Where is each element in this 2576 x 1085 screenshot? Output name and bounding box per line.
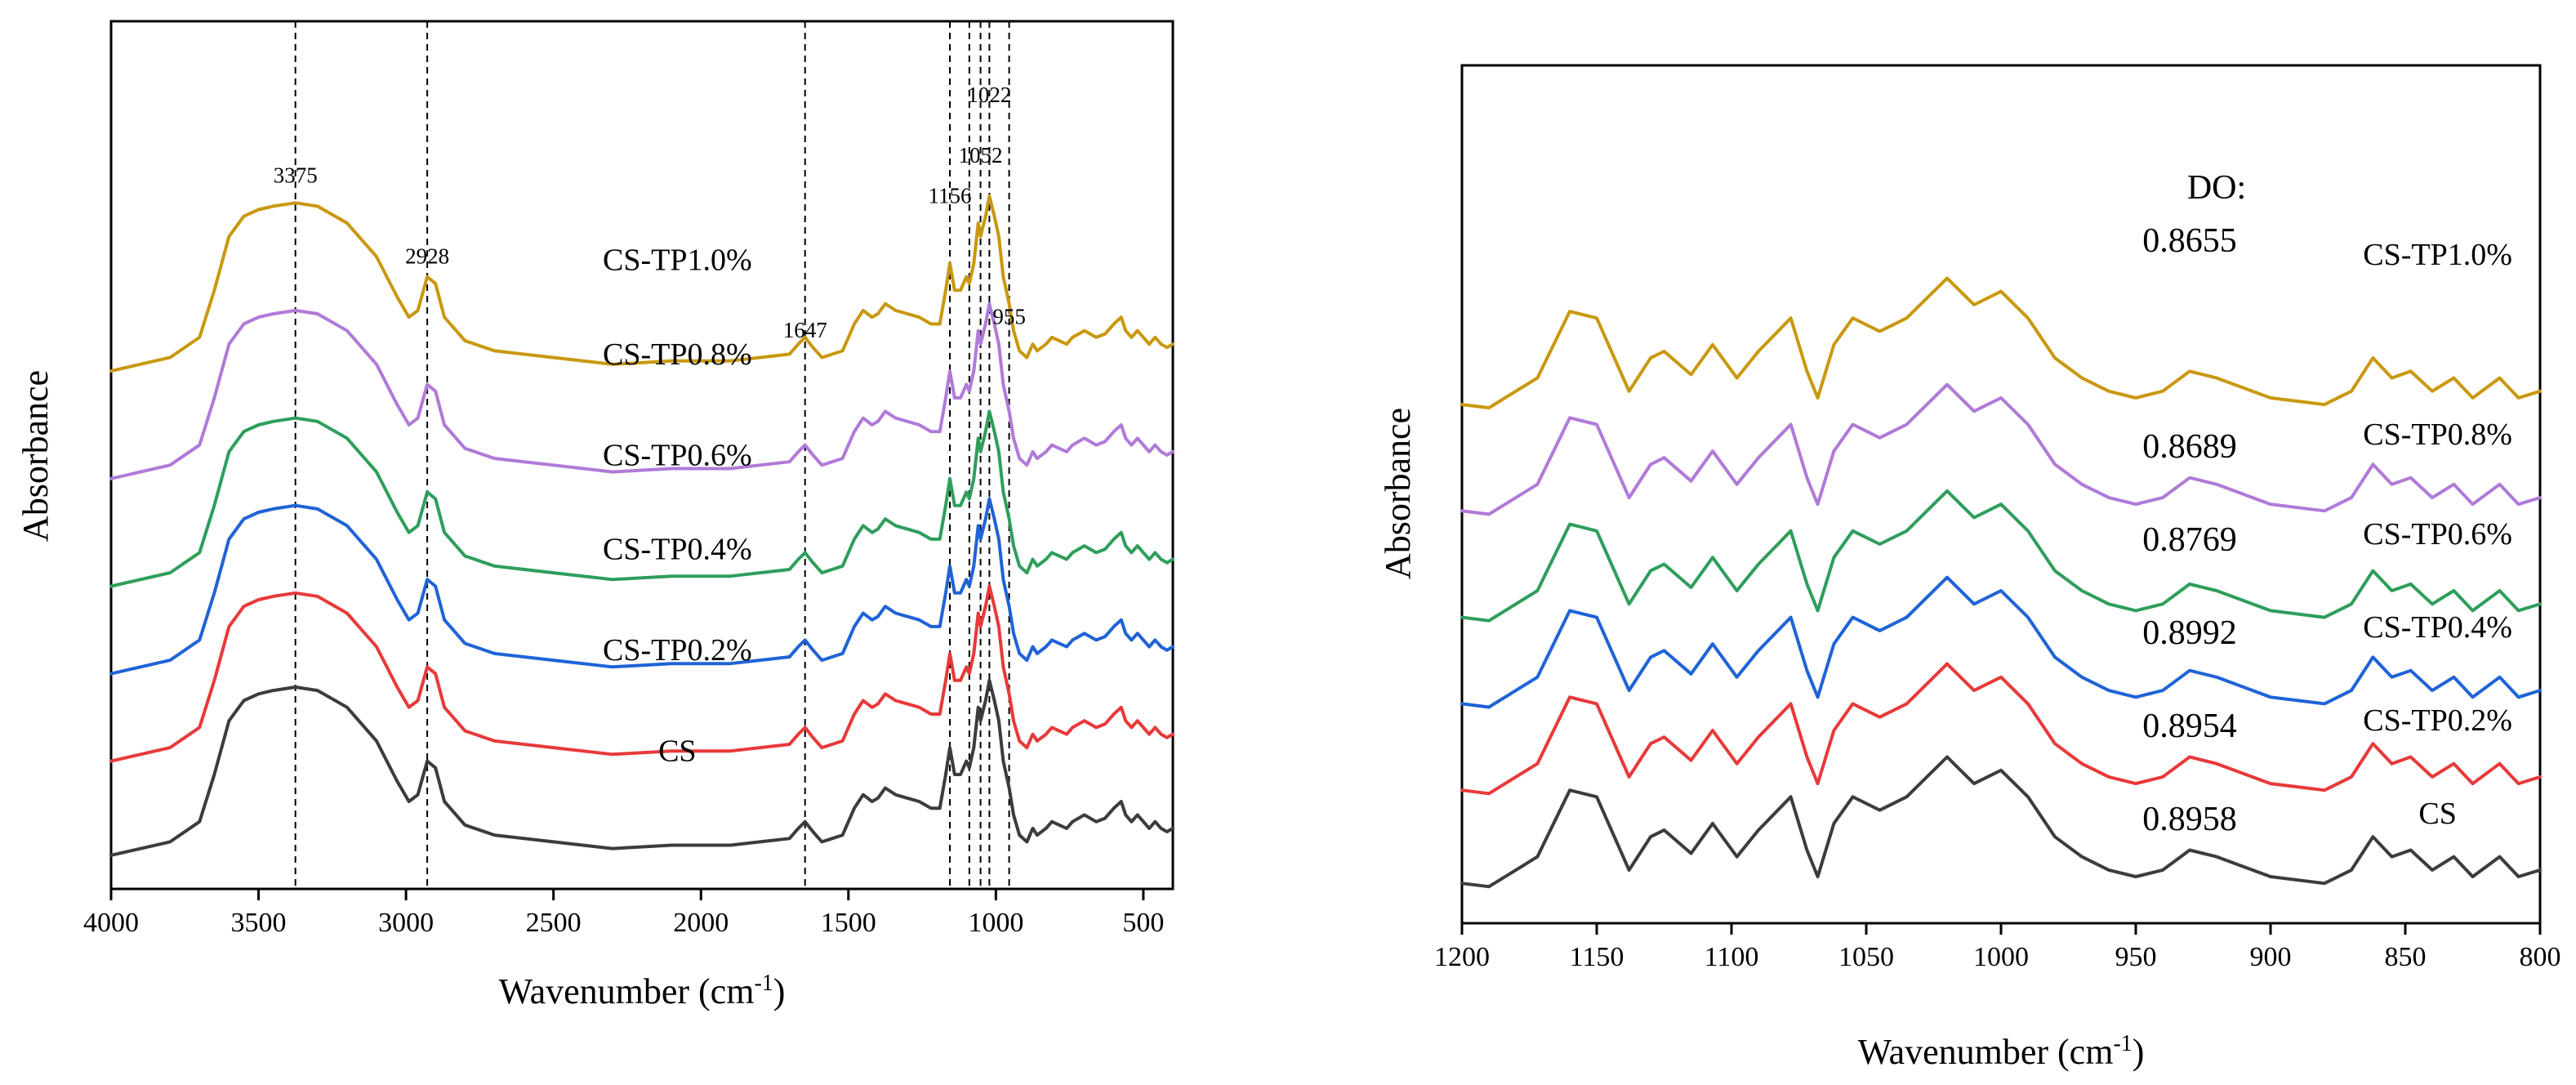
right-x-axis-ticks: 1200 1150 1100 1050 1000 950 900 850 800 [1434,923,2561,972]
left-x-tick-label-1000: 1000 [968,908,1023,938]
left-x-tick-label-1500: 1500 [821,908,876,938]
left-x-tick-label-4000: 4000 [83,908,139,938]
right-do-value-0-8954: 0.8954 [2142,708,2237,745]
right-do-value-0-8689: 0.8689 [2142,428,2237,466]
right-x-axis-title-sup: -1 [2113,1031,2132,1056]
left-series-label-cs-tp0-8: CS-TP0.8% [603,337,752,372]
left-peak-label-1022: 1022 [967,83,1011,107]
left-peak-label-1647: 1647 [783,318,827,342]
right-series-line-cs-tp1-0 [1460,276,2542,410]
right-series-label-cs-tp0-6: CS-TP0.6% [2363,517,2512,551]
right-x-tick-label-1100: 1100 [1705,942,1759,972]
right-x-tick-label-900: 900 [2250,942,2292,972]
left-series-label-cs-tp1-0: CS-TP1.0% [603,243,752,278]
left-x-axis-title: Wavenumber (cm-1) [499,971,786,1011]
right-x-tick-label-1200: 1200 [1434,942,1490,972]
right-y-axis-title: Absorbance [1378,408,1418,579]
left-series-line-cs-tp0-8 [109,301,1174,480]
right-x-tick-label-800: 800 [2520,942,2561,972]
right-x-axis-title-end: ) [2133,1032,2145,1072]
right-do-value-0-8992: 0.8992 [2142,614,2237,652]
left-plot-frame [109,20,1174,891]
left-x-axis-title-end: ) [773,971,786,1011]
left-peak-label-3375: 3375 [274,163,318,188]
right-plot-frame [1460,64,2542,925]
left-chart-panel: 4000 3500 3000 2500 2000 1500 1000 500 3375 2928… [16,20,1174,1011]
left-x-tick-label-500: 500 [1122,908,1164,938]
left-x-tick-label-3000: 3000 [378,908,434,938]
left-x-axis-title-sup: -1 [754,971,773,996]
left-x-tick-label-2000: 2000 [673,908,729,938]
right-series-label-cs-tp0-8: CS-TP0.8% [2363,417,2512,452]
right-series-label-cs-tp0-4: CS-TP0.4% [2363,610,2512,645]
right-series-label-cs: CS [2418,797,2456,831]
right-annotations: CS CS-TP0.2% CS-TP0.4% CS-TP0.6% CS-TP0.8% CS… [2142,169,2512,838]
left-series-line-cs-tp0-2 [109,584,1174,763]
right-x-tick-label-950: 950 [2115,942,2157,972]
left-y-axis-title: Absorbance [16,370,56,542]
right-do-value-0-8769: 0.8769 [2142,521,2237,559]
left-x-axis-ticks: 4000 3500 3000 2500 2000 1500 1000 500 [83,889,1164,938]
left-peak-label-1052: 1052 [959,143,1003,167]
left-series-label-cs-tp0-4: CS-TP0.4% [603,533,752,567]
right-series-line-cs-tp0-4 [1460,575,2542,709]
right-series-label-cs-tp1-0: CS-TP1.0% [2363,238,2512,272]
right-series-line-cs-tp0-2 [1460,662,2542,796]
right-chart-panel: 1200 1150 1100 1050 1000 950 900 850 800 CS CS-TP… [1378,64,2561,1072]
left-annotations: 3375 2928 1647 1156 1052 1022 955 CS CS-TP0.2% CS… [274,83,1026,769]
right-x-axis-title-main: Wavenumber (cm [1858,1032,2114,1072]
right-series-label-cs-tp0-2: CS-TP0.2% [2363,703,2512,738]
right-do-title: DO: [2187,169,2246,207]
left-peak-label-955: 955 [992,304,1026,328]
left-series-label-cs-tp0-6: CS-TP0.6% [603,438,752,472]
left-peak-label-1156: 1156 [929,183,972,208]
left-series-label-cs-tp0-2: CS-TP0.2% [603,633,752,668]
left-series-label-cs: CS [658,734,696,769]
right-x-tick-label-1150: 1150 [1570,942,1624,972]
left-series-group [109,194,1174,857]
left-series-line-cs-tp0-4 [109,497,1174,676]
left-series-line-cs [109,678,1174,857]
right-x-tick-label-850: 850 [2385,942,2427,972]
right-series-line-cs-tp0-6 [1460,489,2542,623]
right-series-line-cs [1460,755,2542,889]
left-series-line-cs-tp1-0 [109,194,1174,373]
left-peak-label-2928: 2928 [405,243,449,268]
right-x-tick-label-1000: 1000 [1973,942,2029,972]
left-x-axis-title-main: Wavenumber (cm [499,971,755,1011]
right-series-line-cs-tp0-8 [1460,382,2542,516]
right-x-tick-label-1050: 1050 [1838,942,1894,972]
right-series-group [1460,276,2542,889]
right-do-value-0-8958: 0.8958 [2142,801,2237,838]
right-x-axis-title: Wavenumber (cm-1) [1858,1031,2145,1072]
left-series-line-cs-tp0-6 [109,409,1174,588]
left-reference-lines [294,21,1010,889]
right-do-value-0-8655: 0.8655 [2142,222,2237,260]
left-x-tick-label-3500: 3500 [231,908,287,938]
left-x-tick-label-2500: 2500 [526,908,582,938]
